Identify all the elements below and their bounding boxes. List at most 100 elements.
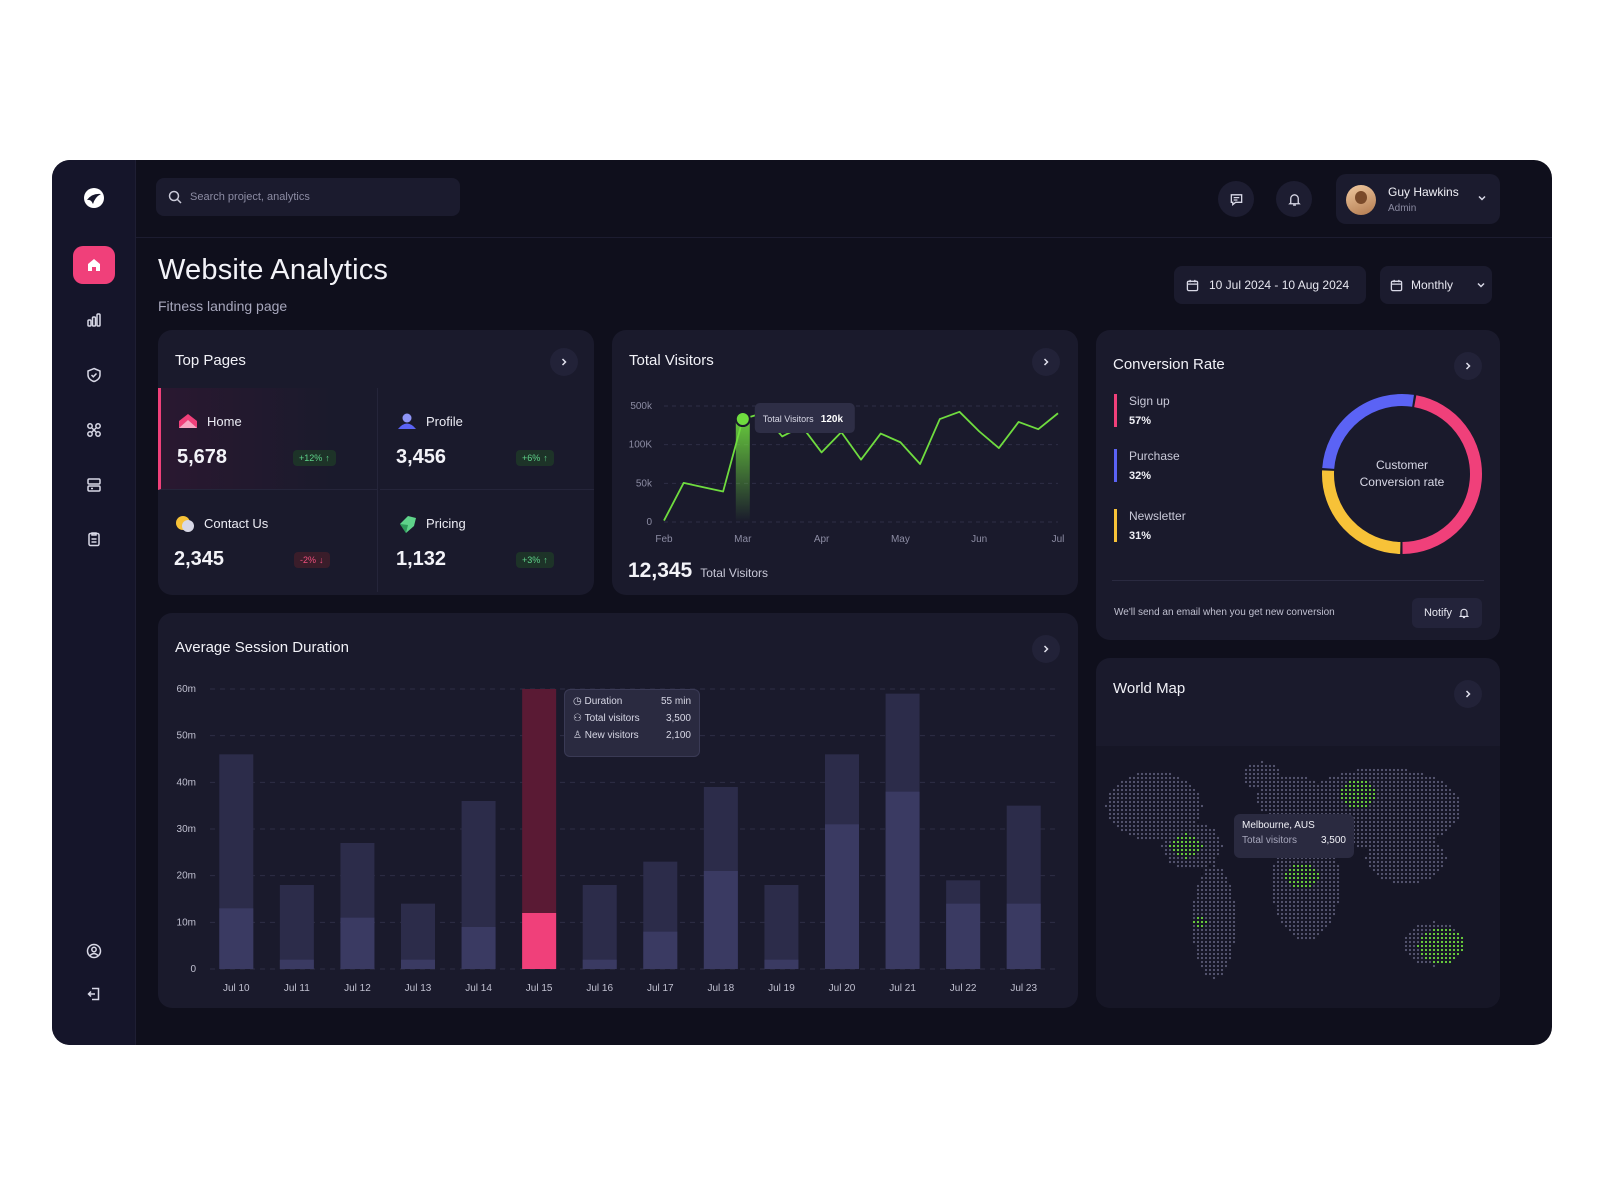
map-dot <box>1328 904 1332 908</box>
map-dot <box>1228 928 1232 932</box>
map-dot <box>1156 816 1160 820</box>
search-input[interactable] <box>190 191 450 203</box>
map-dot <box>1416 868 1420 872</box>
map-dot <box>1212 836 1216 840</box>
map-dot <box>1168 824 1172 828</box>
map-dot <box>1136 824 1140 828</box>
user-profile-icon[interactable] <box>73 932 115 970</box>
map-dot <box>1336 804 1340 808</box>
map-dot <box>1216 852 1220 856</box>
map-dot <box>1392 780 1396 784</box>
map-dot <box>1276 780 1280 784</box>
conversion-more-button[interactable] <box>1454 352 1482 380</box>
map-dot <box>1428 828 1432 832</box>
period-select[interactable]: Monthly <box>1380 266 1492 304</box>
map-dot <box>1336 872 1340 876</box>
map-dot <box>1432 932 1436 936</box>
map-area[interactable] <box>1096 746 1500 1008</box>
map-dot <box>1352 780 1356 784</box>
map-dot <box>1128 824 1132 828</box>
map-dot <box>1440 780 1444 784</box>
nav-clipboard-icon[interactable] <box>73 520 115 558</box>
map-dot <box>1184 820 1188 824</box>
map-dot <box>1172 788 1176 792</box>
map-dot <box>1148 820 1152 824</box>
top-page-contact[interactable]: Contact Us 2,345 -2% ↓ <box>158 490 378 592</box>
map-tooltip: Melbourne, AUS Total visitors 3,500 <box>1234 814 1354 858</box>
map-dot <box>1440 860 1444 864</box>
map-dot <box>1416 820 1420 824</box>
map-dot <box>1284 908 1288 912</box>
top-page-home[interactable]: Home 5,678 +12% ↑ <box>158 388 378 490</box>
map-dot <box>1368 788 1372 792</box>
map-dot <box>1304 884 1308 888</box>
user-menu[interactable]: Guy Hawkins Admin <box>1336 174 1500 224</box>
dark-mode-icon[interactable] <box>73 871 115 909</box>
nav-security-icon[interactable] <box>73 356 115 394</box>
map-dot <box>1444 944 1448 948</box>
map-dot <box>1116 808 1120 812</box>
map-dot <box>1444 816 1448 820</box>
map-dot <box>1332 800 1336 804</box>
map-dot <box>1184 852 1188 856</box>
map-dot <box>1300 788 1304 792</box>
map-dot <box>1276 776 1280 780</box>
map-dot <box>1284 896 1288 900</box>
map-dot <box>1200 880 1204 884</box>
messages-button[interactable] <box>1218 181 1254 217</box>
map-dot <box>1164 828 1168 832</box>
map-dot <box>1340 784 1344 788</box>
nav-command-icon[interactable] <box>73 411 115 449</box>
map-dot <box>1204 824 1208 828</box>
map-dot <box>1380 780 1384 784</box>
notify-button[interactable]: Notify <box>1412 598 1482 628</box>
map-dot <box>1392 864 1396 868</box>
map-dot <box>1448 792 1452 796</box>
top-page-profile[interactable]: Profile 3,456 +6% ↑ <box>380 388 594 490</box>
map-dot <box>1204 848 1208 852</box>
map-dot <box>1360 812 1364 816</box>
notifications-button[interactable] <box>1276 181 1312 217</box>
map-dot <box>1396 836 1400 840</box>
nav-home-icon[interactable] <box>73 246 115 284</box>
map-dot <box>1388 832 1392 836</box>
map-dot <box>1172 816 1176 820</box>
map-dot <box>1176 864 1180 868</box>
map-dot <box>1152 824 1156 828</box>
map-dot <box>1416 800 1420 804</box>
map-dot <box>1148 808 1152 812</box>
map-dot <box>1408 880 1412 884</box>
map-dot <box>1200 904 1204 908</box>
date-range-button[interactable]: 10 Jul 2024 - 10 Aug 2024 <box>1174 266 1366 304</box>
map-dot <box>1256 764 1260 768</box>
top-page-pricing[interactable]: Pricing 1,132 +3% ↑ <box>380 490 594 592</box>
map-dot <box>1284 888 1288 892</box>
session-more-button[interactable] <box>1032 635 1060 663</box>
map-dot <box>1416 944 1420 948</box>
map-dot <box>1208 916 1212 920</box>
map-tooltip-location: Melbourne, AUS <box>1242 820 1315 831</box>
map-dot <box>1448 932 1452 936</box>
map-dot <box>1288 880 1292 884</box>
total-visitors-more-button[interactable] <box>1032 348 1060 376</box>
map-dot <box>1444 824 1448 828</box>
map-dot <box>1380 864 1384 868</box>
top-pages-more-button[interactable] <box>550 348 578 376</box>
map-dot <box>1452 948 1456 952</box>
map-dot <box>1272 800 1276 804</box>
logo-icon[interactable] <box>74 178 114 218</box>
map-dot <box>1456 812 1460 816</box>
map-dot <box>1224 900 1228 904</box>
world-map-more-button[interactable] <box>1454 680 1482 708</box>
map-dot <box>1360 800 1364 804</box>
map-dot <box>1196 908 1200 912</box>
map-dot <box>1408 820 1412 824</box>
nav-server-icon[interactable] <box>73 466 115 504</box>
map-dot <box>1368 792 1372 796</box>
map-dot <box>1220 936 1224 940</box>
map-dot <box>1200 876 1204 880</box>
map-dot <box>1392 868 1396 872</box>
nav-analytics-icon[interactable] <box>73 301 115 339</box>
logout-icon[interactable] <box>73 975 115 1013</box>
